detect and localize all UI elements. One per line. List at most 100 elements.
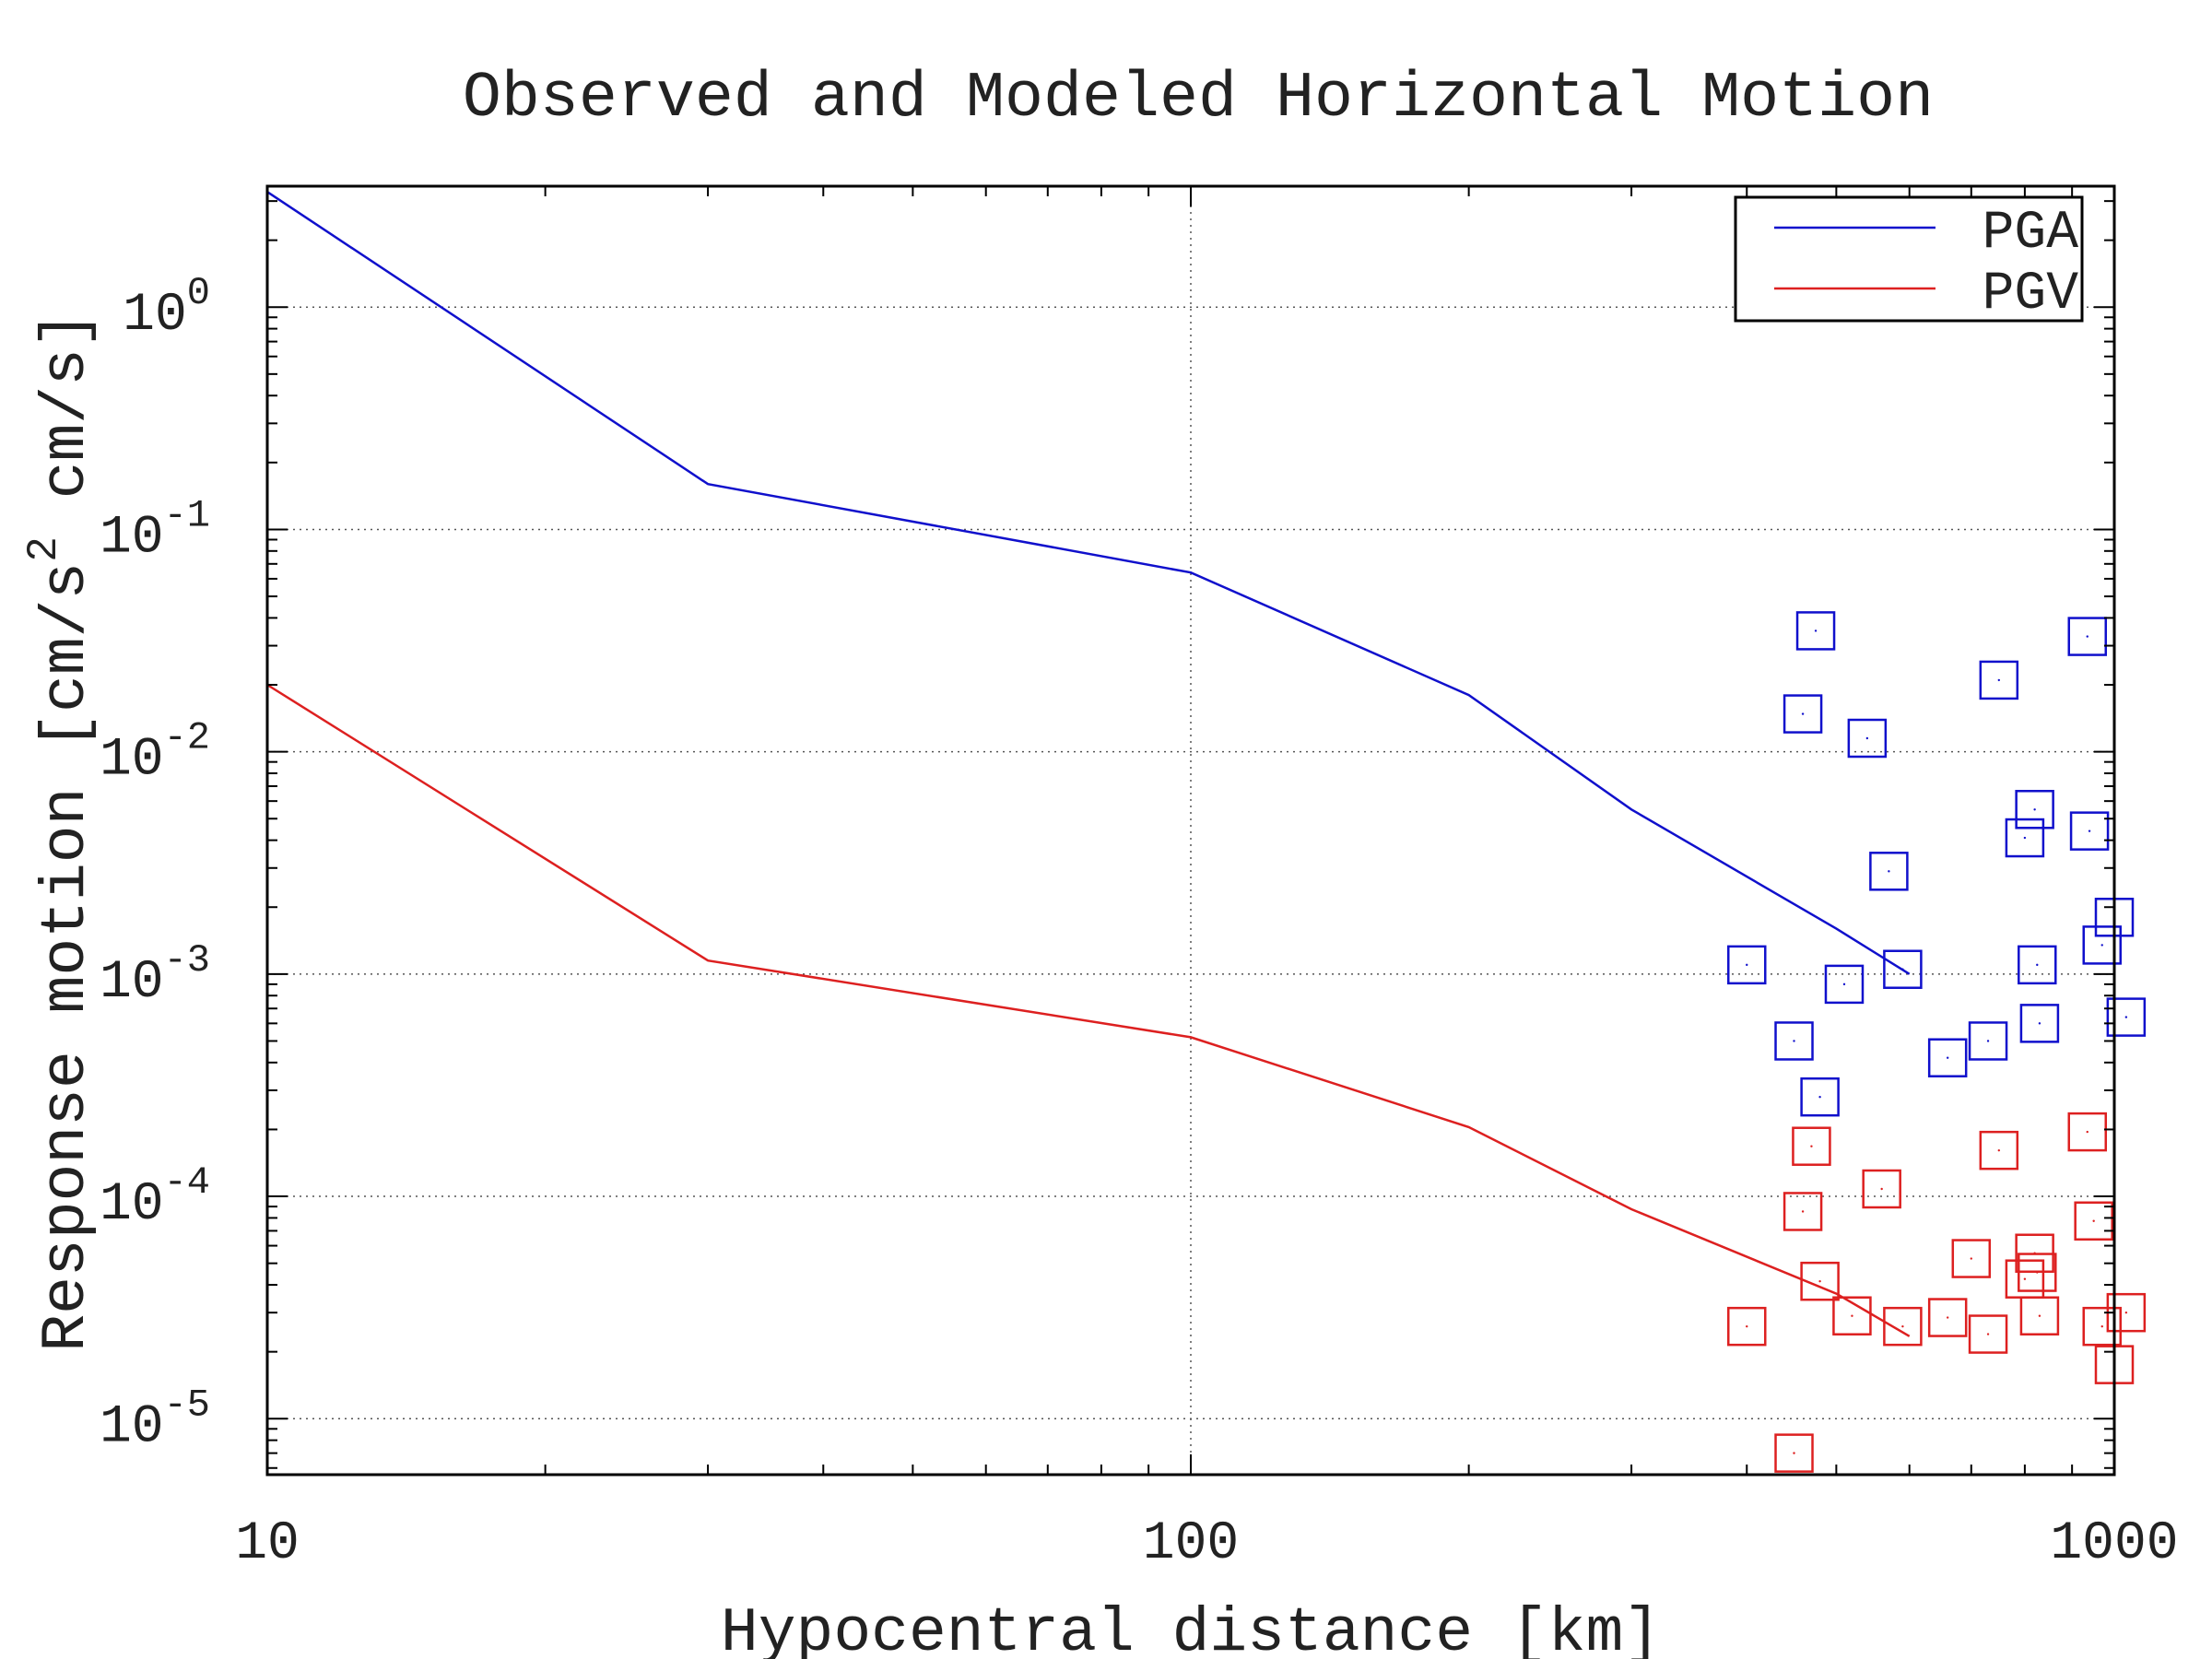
data-point-marker bbox=[1883, 949, 1923, 989]
y-tick-label: 10-4 bbox=[100, 1160, 210, 1235]
data-point-marker bbox=[1883, 1306, 1923, 1347]
data-point-center bbox=[1746, 963, 1748, 967]
data-point-center bbox=[1746, 1324, 1748, 1328]
data-point-marker bbox=[1824, 964, 1865, 1005]
data-point-center bbox=[1970, 1257, 1972, 1260]
data-point-marker bbox=[2069, 811, 2110, 851]
data-point-center bbox=[1793, 1040, 1795, 1042]
x-tick-label: 100 bbox=[1143, 1514, 1239, 1574]
series-line-pgv bbox=[266, 683, 1911, 1337]
data-point-center bbox=[1865, 736, 1869, 740]
data-point-center bbox=[1901, 968, 1904, 971]
series-line-pga bbox=[266, 191, 1911, 975]
data-point-center bbox=[2124, 1016, 2128, 1018]
data-point-marker bbox=[2067, 617, 2108, 656]
y-tick-label-base: 10 bbox=[100, 953, 164, 1013]
y-tick-label-base: 10 bbox=[100, 731, 164, 791]
data-point-marker bbox=[2018, 945, 2057, 985]
y-tick-label-base: 10 bbox=[100, 508, 164, 568]
data-point-center bbox=[1851, 1314, 1853, 1317]
data-point-center bbox=[1818, 1095, 1821, 1099]
data-point-center bbox=[1997, 1148, 2001, 1152]
data-point-marker bbox=[1968, 1314, 2008, 1354]
y-tick-label: 10-5 bbox=[100, 1382, 210, 1457]
data-point-marker bbox=[2005, 818, 2045, 858]
y-tick-label-exponent: -4 bbox=[164, 1160, 210, 1205]
legend-pga-label: PGA bbox=[1983, 204, 2079, 264]
y-axis-label: Response motion [cm/s2 cm/s] bbox=[20, 311, 102, 1351]
data-point-center bbox=[2124, 1311, 2128, 1314]
y-axis-label-prefix: Response motion [cm/s bbox=[31, 562, 102, 1352]
data-point-center bbox=[2086, 635, 2088, 638]
data-point-center bbox=[2038, 1314, 2041, 1317]
tick-marks bbox=[266, 186, 2115, 1475]
data-point-center bbox=[2036, 1271, 2039, 1274]
data-point-marker bbox=[1774, 1433, 1814, 1473]
data-point-center bbox=[1997, 678, 2001, 682]
data-point-marker bbox=[1795, 611, 1836, 651]
y-tick-label: 10-1 bbox=[100, 493, 210, 568]
x-tick-labels: 10 100 1000 bbox=[235, 1514, 2178, 1574]
data-point-marker bbox=[1927, 1038, 1968, 1077]
data-point-marker bbox=[1727, 1306, 1767, 1347]
data-point-marker bbox=[1800, 1261, 1840, 1301]
data-point-marker bbox=[1727, 945, 1767, 985]
data-point-center bbox=[2100, 944, 2103, 947]
y-tick-label: 10-3 bbox=[100, 938, 210, 1013]
data-point-center bbox=[1986, 1040, 1990, 1042]
data-point-marker bbox=[1968, 1021, 2008, 1061]
data-point-center bbox=[2088, 830, 2091, 832]
data-point-marker bbox=[1979, 660, 2019, 700]
series-layer bbox=[266, 191, 2147, 1473]
legend-box bbox=[1734, 195, 2084, 323]
data-point-center bbox=[2033, 808, 2036, 811]
data-point-marker bbox=[1847, 718, 1888, 759]
data-point-center bbox=[1810, 1145, 1813, 1147]
data-point-marker bbox=[2018, 1253, 2057, 1292]
legend-pgv-label: PGV bbox=[1983, 265, 2079, 324]
y-tick-label: 100 bbox=[123, 271, 210, 346]
data-point-marker bbox=[1792, 1126, 1831, 1166]
data-point-marker bbox=[1979, 1130, 2019, 1171]
data-point-center bbox=[1986, 1333, 1990, 1335]
data-point-center bbox=[1814, 629, 1818, 632]
y-tick-label-base: 10 bbox=[123, 286, 187, 346]
data-point-center bbox=[2023, 1277, 2027, 1280]
data-point-marker bbox=[2082, 925, 2122, 965]
data-point-marker bbox=[1783, 694, 1823, 734]
data-point-marker bbox=[1862, 1169, 1901, 1209]
data-point-center bbox=[1946, 1056, 1949, 1059]
legend: PGA PGV bbox=[1734, 195, 2084, 324]
y-tick-label-exponent: 0 bbox=[187, 271, 210, 315]
data-point-marker bbox=[1927, 1298, 1968, 1337]
y-tick-label: 10-2 bbox=[100, 716, 210, 791]
chart-title: Observed and Modeled Horizontal Motion bbox=[463, 63, 1934, 135]
data-point-marker bbox=[2067, 1112, 2108, 1152]
data-point-marker bbox=[2019, 1296, 2060, 1335]
data-point-center bbox=[1842, 982, 1846, 986]
grid-lines bbox=[267, 186, 2114, 1475]
x-axis-label: Hypocentral distance [km] bbox=[721, 1598, 1661, 1659]
x-tick-label: 10 bbox=[235, 1514, 300, 1574]
y-tick-label-exponent: -3 bbox=[164, 938, 210, 982]
data-point-center bbox=[1901, 1324, 1904, 1328]
y-axis-label-superscript: 2 bbox=[20, 536, 68, 562]
data-point-center bbox=[2023, 836, 2027, 840]
x-tick-label: 1000 bbox=[2050, 1514, 2178, 1574]
y-axis-label-suffix: cm/s] bbox=[31, 311, 102, 536]
data-point-center bbox=[1801, 1210, 1805, 1213]
y-tick-label-exponent: -1 bbox=[164, 493, 210, 537]
data-point-marker bbox=[2082, 1306, 2122, 1347]
data-point-marker bbox=[2074, 1201, 2113, 1241]
data-point-center bbox=[2100, 1324, 2103, 1328]
y-tick-label-base: 10 bbox=[100, 1175, 164, 1235]
data-point-center bbox=[1946, 1316, 1949, 1319]
data-point-center bbox=[2092, 1219, 2095, 1222]
data-point-center bbox=[1818, 1279, 1821, 1283]
data-point-center bbox=[2086, 1130, 2088, 1134]
data-point-center bbox=[1880, 1187, 1883, 1191]
data-point-marker bbox=[1783, 1192, 1823, 1231]
data-point-marker bbox=[1832, 1296, 1872, 1335]
data-point-marker bbox=[2019, 1004, 2060, 1043]
